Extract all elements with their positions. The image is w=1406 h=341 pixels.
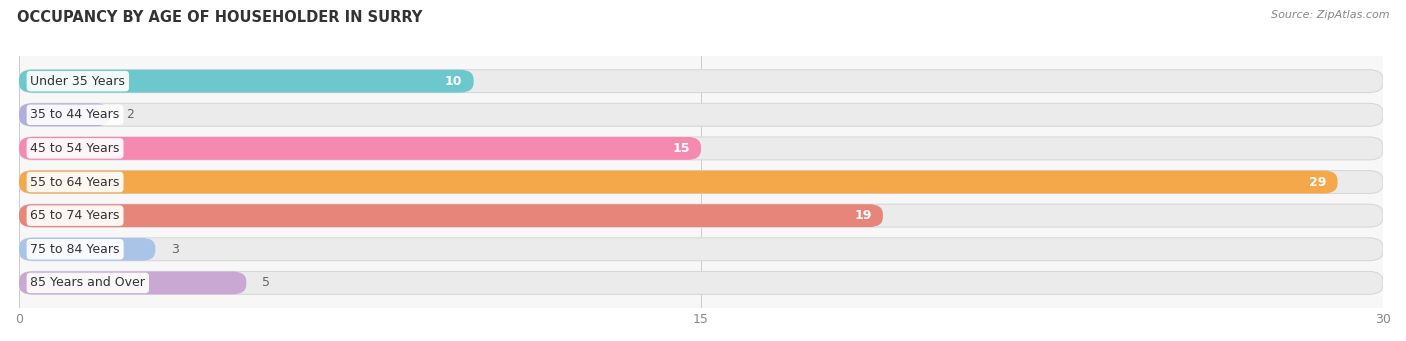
FancyBboxPatch shape <box>20 204 883 227</box>
Text: 15: 15 <box>672 142 690 155</box>
FancyBboxPatch shape <box>20 70 474 92</box>
Text: Under 35 Years: Under 35 Years <box>31 75 125 88</box>
Text: OCCUPANCY BY AGE OF HOUSEHOLDER IN SURRY: OCCUPANCY BY AGE OF HOUSEHOLDER IN SURRY <box>17 10 422 25</box>
FancyBboxPatch shape <box>20 103 1384 126</box>
Text: 29: 29 <box>1309 176 1326 189</box>
Text: 19: 19 <box>855 209 872 222</box>
Text: 75 to 84 Years: 75 to 84 Years <box>31 243 120 256</box>
Text: 55 to 64 Years: 55 to 64 Years <box>31 176 120 189</box>
Text: 45 to 54 Years: 45 to 54 Years <box>31 142 120 155</box>
FancyBboxPatch shape <box>20 170 1384 193</box>
FancyBboxPatch shape <box>20 271 246 294</box>
Text: 85 Years and Over: 85 Years and Over <box>31 277 145 290</box>
FancyBboxPatch shape <box>20 204 1384 227</box>
FancyBboxPatch shape <box>20 238 156 261</box>
Text: Source: ZipAtlas.com: Source: ZipAtlas.com <box>1271 10 1389 20</box>
FancyBboxPatch shape <box>20 137 1384 160</box>
Text: 3: 3 <box>172 243 179 256</box>
FancyBboxPatch shape <box>20 271 1384 294</box>
Text: 2: 2 <box>127 108 134 121</box>
FancyBboxPatch shape <box>20 103 110 126</box>
FancyBboxPatch shape <box>20 170 1337 193</box>
Text: 10: 10 <box>444 75 463 88</box>
FancyBboxPatch shape <box>20 137 702 160</box>
FancyBboxPatch shape <box>20 70 1384 92</box>
FancyBboxPatch shape <box>20 238 1384 261</box>
Text: 5: 5 <box>263 277 270 290</box>
Text: 35 to 44 Years: 35 to 44 Years <box>31 108 120 121</box>
Text: 65 to 74 Years: 65 to 74 Years <box>31 209 120 222</box>
